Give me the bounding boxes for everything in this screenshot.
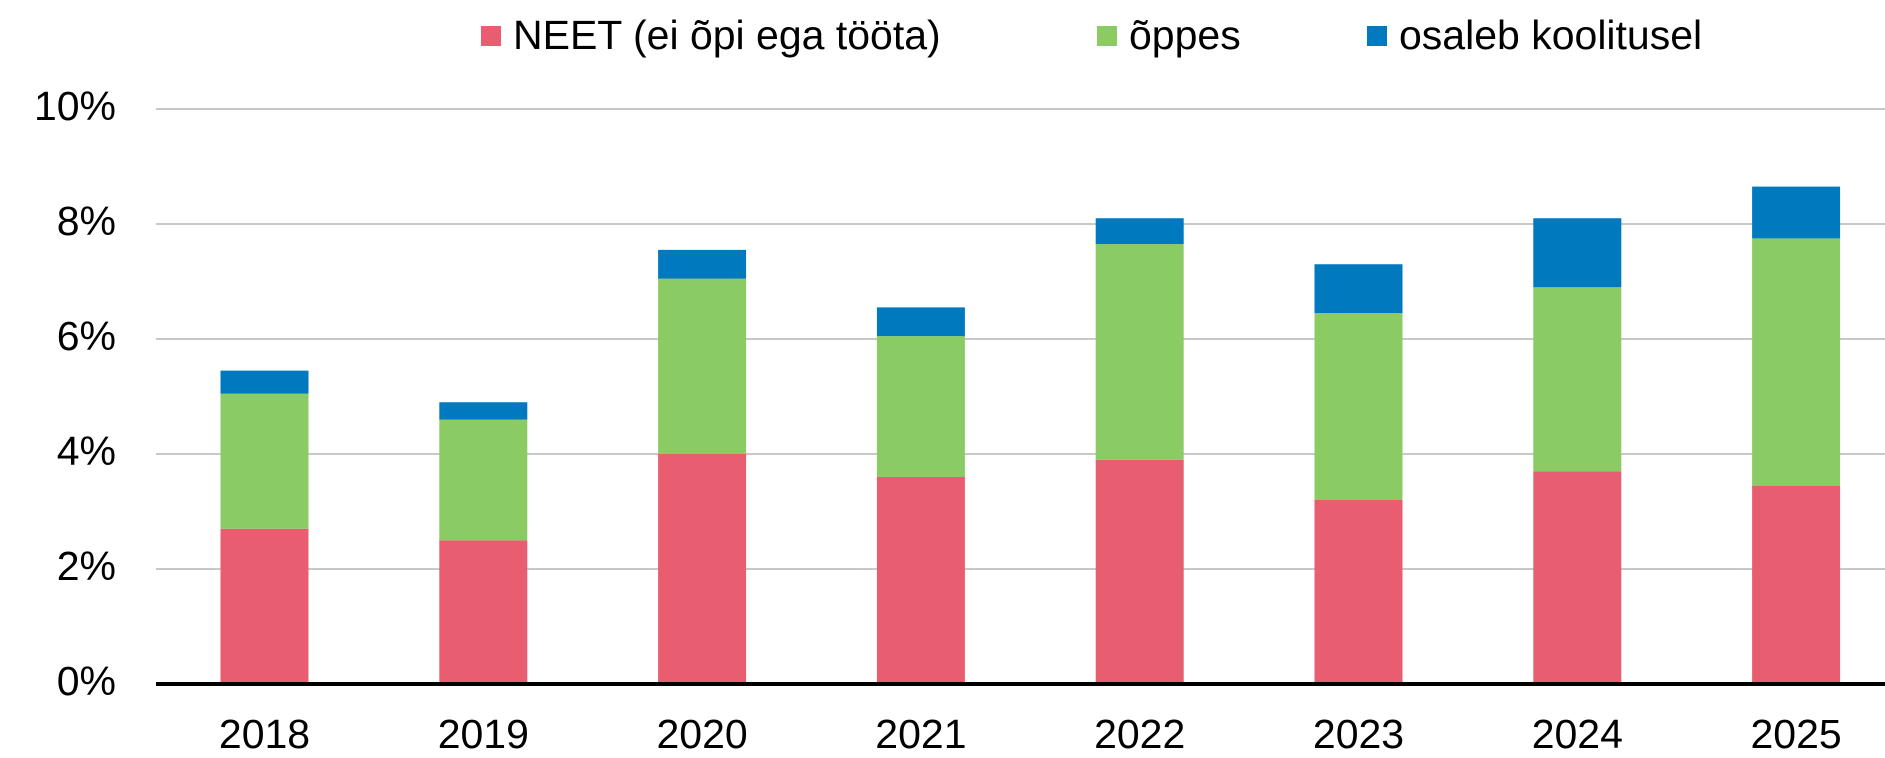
- bar-segment: [1533, 471, 1622, 684]
- bar-segment: [1752, 238, 1841, 486]
- legend-swatch: [1367, 26, 1387, 46]
- bar-segment: [1752, 485, 1841, 684]
- bar-segment: [1533, 287, 1622, 472]
- bar-segment: [1533, 218, 1622, 288]
- legend-swatch: [481, 26, 501, 46]
- x-tick-label: 2018: [219, 711, 310, 757]
- x-tick-label: 2021: [875, 711, 966, 757]
- bar-segment: [876, 307, 965, 337]
- x-tick-label: 2020: [656, 711, 747, 757]
- bar-segment: [1095, 459, 1184, 684]
- y-tick-label: 10%: [34, 83, 116, 129]
- bar-segment: [1095, 244, 1184, 460]
- legend-swatch: [1097, 26, 1117, 46]
- bar-segment: [658, 454, 747, 684]
- bar-segment: [1095, 218, 1184, 245]
- x-tick-label: 2023: [1313, 711, 1404, 757]
- x-tick-label: 2025: [1750, 711, 1841, 757]
- bar-segment: [658, 278, 747, 454]
- bar-segment: [658, 249, 747, 279]
- y-tick-label: 6%: [57, 313, 116, 359]
- bar-segment: [1314, 500, 1403, 684]
- x-tick-label: 2022: [1094, 711, 1185, 757]
- bar-segment: [439, 419, 528, 541]
- bar-segment: [1752, 186, 1841, 239]
- bar-segment: [220, 370, 309, 394]
- legend-label: õppes: [1129, 12, 1241, 58]
- y-tick-label: 8%: [57, 198, 116, 244]
- bar-segment: [876, 477, 965, 684]
- bar-segment: [876, 336, 965, 477]
- y-tick-label: 2%: [57, 543, 116, 589]
- bar-segment: [439, 402, 528, 420]
- y-tick-label: 0%: [57, 658, 116, 704]
- bar-segment: [220, 393, 309, 529]
- x-tick-label: 2024: [1532, 711, 1623, 757]
- bar-segment: [439, 540, 528, 684]
- bar-segment: [1314, 313, 1403, 500]
- x-tick-label: 2019: [438, 711, 529, 757]
- legend-label: NEET (ei õpi ega tööta): [513, 12, 941, 58]
- y-tick-label: 4%: [57, 428, 116, 474]
- bar-segment: [220, 528, 309, 684]
- legend-label: osaleb koolitusel: [1399, 12, 1702, 58]
- bar-segment: [1314, 264, 1403, 314]
